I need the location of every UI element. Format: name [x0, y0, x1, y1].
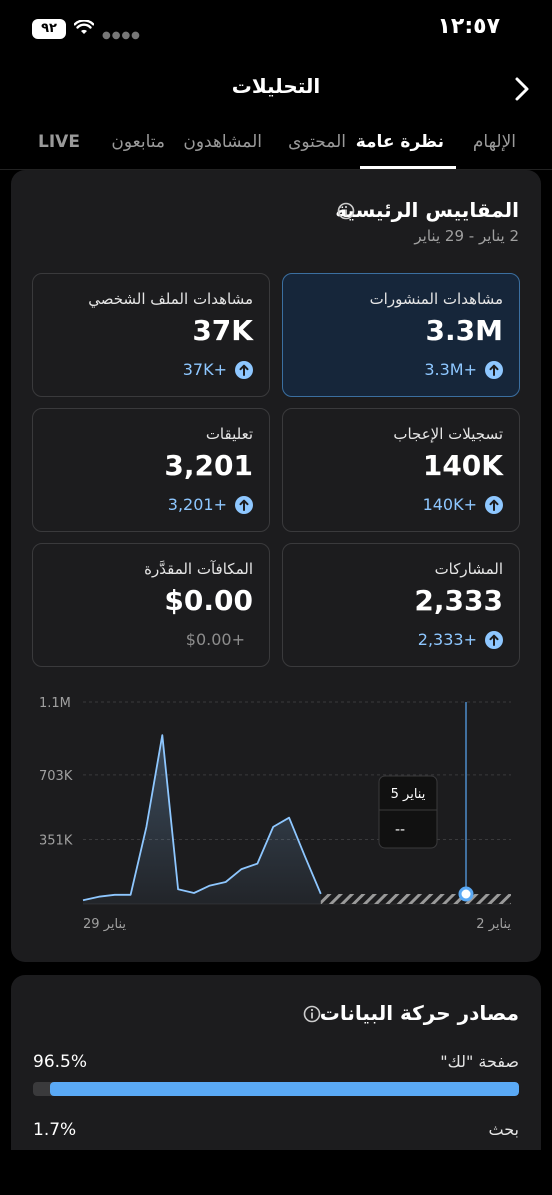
metric-value: 3,201: [164, 449, 253, 482]
delta-value: $0.00+: [185, 630, 245, 649]
delta-value: 3.3M+: [424, 360, 477, 379]
signal-icon: ●●●●: [102, 30, 141, 41]
series-area: [83, 735, 321, 904]
metric-likes[interactable]: تسجيلات الإعجاب 140K 140K+: [282, 408, 520, 532]
traffic-source-label: بحث: [488, 1120, 520, 1139]
metric-label: المكافآت المقدَّرة: [144, 560, 253, 578]
metric-label: المشاركات: [434, 560, 503, 578]
delta-value: 3,201+: [167, 495, 227, 514]
metric-delta: 3,201+: [168, 495, 253, 514]
metric-label: مشاهدات المنشورات: [369, 290, 503, 308]
arrow-up-circle-icon: [485, 495, 503, 514]
key-metrics-card: المقاييس الرئيسية 2 يناير - 29 يناير مشا…: [11, 170, 541, 962]
battery-indicator: ٩٢: [32, 19, 66, 39]
date-range: 2 يناير - 29 يناير: [414, 227, 519, 245]
series-line: [82, 734, 322, 902]
y-tick-label: 703K: [39, 769, 73, 784]
traffic-source-percent: 1.7%: [33, 1120, 77, 1140]
tab-inspiration[interactable]: الإلهام: [472, 132, 516, 152]
wifi-icon: [74, 20, 94, 34]
tab-live[interactable]: LIVE: [38, 132, 80, 152]
tab-overview[interactable]: نظرة عامة: [355, 132, 444, 152]
bottom-mask: [0, 1150, 552, 1195]
metric-value: 2,333: [414, 584, 503, 617]
status-bar: ٩٢ ●●●● ١٢:٥٧: [0, 0, 552, 60]
metric-profile-views[interactable]: مشاهدات الملف الشخصي 37K 37K+: [32, 273, 270, 397]
tab-viewers[interactable]: المشاهدون: [183, 132, 262, 152]
metric-value: 3.3M: [425, 314, 503, 347]
selection-cursor-dot: [458, 886, 474, 902]
delta-value: 37K+: [182, 360, 227, 379]
y-tick-label: 1.1M: [39, 696, 71, 711]
delta-value: 140K+: [422, 495, 477, 514]
traffic-bar-fill: [50, 1082, 519, 1096]
no-data-hatch: [320, 894, 511, 904]
traffic-source-label: صفحة "لك": [440, 1052, 519, 1071]
post-views-chart[interactable]: 1.1M 703K 351K يناير 5 -- 29 يناير 2 يناير: [11, 690, 541, 940]
info-icon[interactable]: [337, 202, 355, 220]
y-tick-label: 351K: [39, 834, 73, 849]
metric-delta: 3.3M+: [424, 360, 503, 379]
nav-header: التحليلات: [0, 62, 552, 114]
page-title: التحليلات: [231, 74, 321, 98]
metric-delta: 2,333+: [418, 630, 503, 649]
metric-label: مشاهدات الملف الشخصي: [88, 290, 253, 308]
metric-label: تعليقات: [205, 425, 253, 443]
metric-delta: 140K+: [423, 495, 503, 514]
tooltip-date: يناير 5: [391, 787, 426, 802]
metric-value: 37K: [192, 314, 253, 347]
arrow-up-circle-icon: [485, 630, 503, 649]
metric-shares[interactable]: المشاركات 2,333 2,333+: [282, 543, 520, 667]
metric-value: $0.00: [164, 584, 253, 617]
tooltip-value: --: [395, 822, 405, 838]
tab-content[interactable]: المحتوى: [288, 132, 346, 152]
arrow-up-circle-icon: [235, 495, 253, 514]
delta-value: 2,333+: [417, 630, 477, 649]
info-icon[interactable]: [303, 1005, 321, 1023]
arrow-up-circle-icon: [235, 360, 253, 379]
key-metrics-title: المقاييس الرئيسية: [335, 198, 519, 222]
arrow-up-circle-icon: [485, 360, 503, 379]
tab-followers[interactable]: متابعون: [111, 132, 165, 152]
metric-post-views[interactable]: مشاهدات المنشورات 3.3M 3.3M+: [282, 273, 520, 397]
tooltip-box: [378, 775, 438, 849]
metric-label: تسجيلات الإعجاب: [393, 425, 503, 443]
tab-bar: الإلهام نظرة عامة المحتوى المشاهدون متاب…: [0, 120, 552, 170]
metric-delta: 37K+: [183, 360, 253, 379]
metric-delta: $0.00+: [186, 630, 253, 649]
x-tick-label: 29 يناير: [83, 917, 126, 932]
tab-underline: [360, 166, 456, 169]
traffic-bar-track: [33, 1082, 519, 1096]
clock: ١٢:٥٧: [437, 14, 500, 39]
traffic-source-percent: 96.5%: [33, 1052, 88, 1072]
chevron-right-icon[interactable]: [514, 76, 530, 102]
traffic-sources-title: مصادر حركة البيانات: [319, 1001, 519, 1025]
metric-estimated-rewards[interactable]: المكافآت المقدَّرة $0.00 $0.00+: [32, 543, 270, 667]
x-tick-label: 2 يناير: [476, 917, 511, 932]
metric-value: 140K: [422, 449, 503, 482]
metric-comments[interactable]: تعليقات 3,201 3,201+: [32, 408, 270, 532]
